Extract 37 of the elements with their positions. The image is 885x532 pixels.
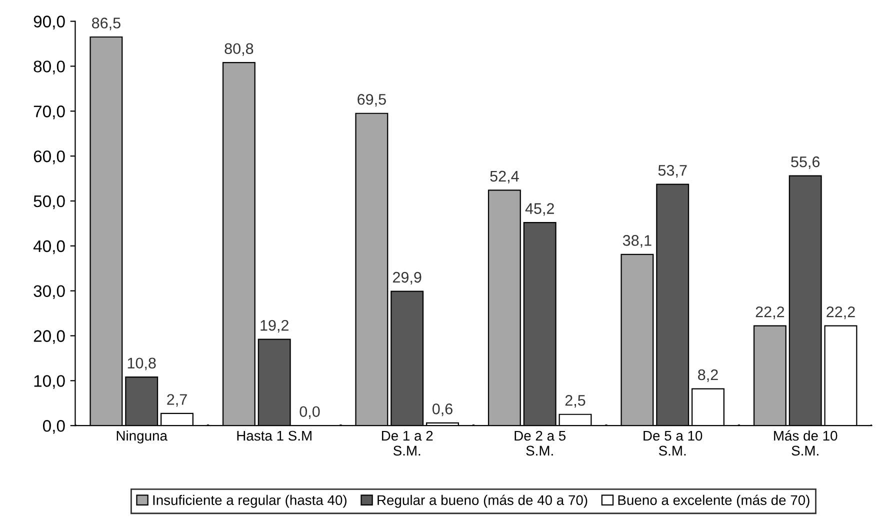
data-label: 69,5	[358, 94, 386, 107]
x-tick-label: De 5 a 10 S.M.	[644, 430, 702, 456]
data-label: 0,0	[300, 406, 320, 419]
data-label: 8,2	[698, 369, 718, 382]
y-tick-label: 30,0	[34, 285, 65, 299]
data-label: 86,5	[92, 18, 120, 30]
data-label: 2,7	[167, 394, 187, 407]
data-label: 53,7	[658, 164, 687, 178]
legend-label: Regular a bueno (más de 40 a 70)	[378, 494, 588, 508]
data-label: 19,2	[260, 320, 288, 333]
legend-label: Bueno a excelente (más de 70)	[618, 494, 810, 508]
data-label: 80,8	[224, 43, 254, 56]
x-tick-label: Hasta 1 S.M	[237, 430, 312, 441]
data-label: 22,2	[756, 306, 784, 320]
data-label: 2,5	[565, 394, 586, 408]
x-tick-label: Ninguna	[116, 430, 168, 444]
data-label: 52,4	[490, 170, 519, 184]
data-label: 0,6	[432, 404, 452, 416]
y-tick-label: 0,0	[42, 420, 65, 434]
data-label: 10,8	[128, 358, 156, 370]
data-label: 38,1	[622, 235, 652, 248]
legend-label: Insuficiente a regular (hasta 40)	[153, 494, 346, 508]
y-tick-label: 90,0	[34, 16, 65, 30]
x-tick-label: Más de 10 S.M.	[774, 430, 838, 456]
data-label: 29,9	[393, 272, 422, 285]
data-label: 55,6	[791, 156, 820, 170]
y-tick-label: 20,0	[34, 330, 65, 344]
y-tick-label: 70,0	[34, 106, 65, 120]
y-tick-label: 80,0	[34, 60, 65, 74]
y-tick-label: 40,0	[33, 240, 65, 254]
y-tick-label: 50,0	[34, 195, 65, 210]
y-tick-label: 60,0	[34, 150, 65, 164]
x-tick-label: De 1 a 2 S.M.	[382, 430, 433, 456]
x-tick-label: De 2 a 5 S.M.	[514, 430, 566, 456]
data-label: 45,2	[525, 203, 554, 216]
y-tick-label: 10,0	[34, 375, 65, 389]
data-label: 22,2	[826, 306, 855, 320]
